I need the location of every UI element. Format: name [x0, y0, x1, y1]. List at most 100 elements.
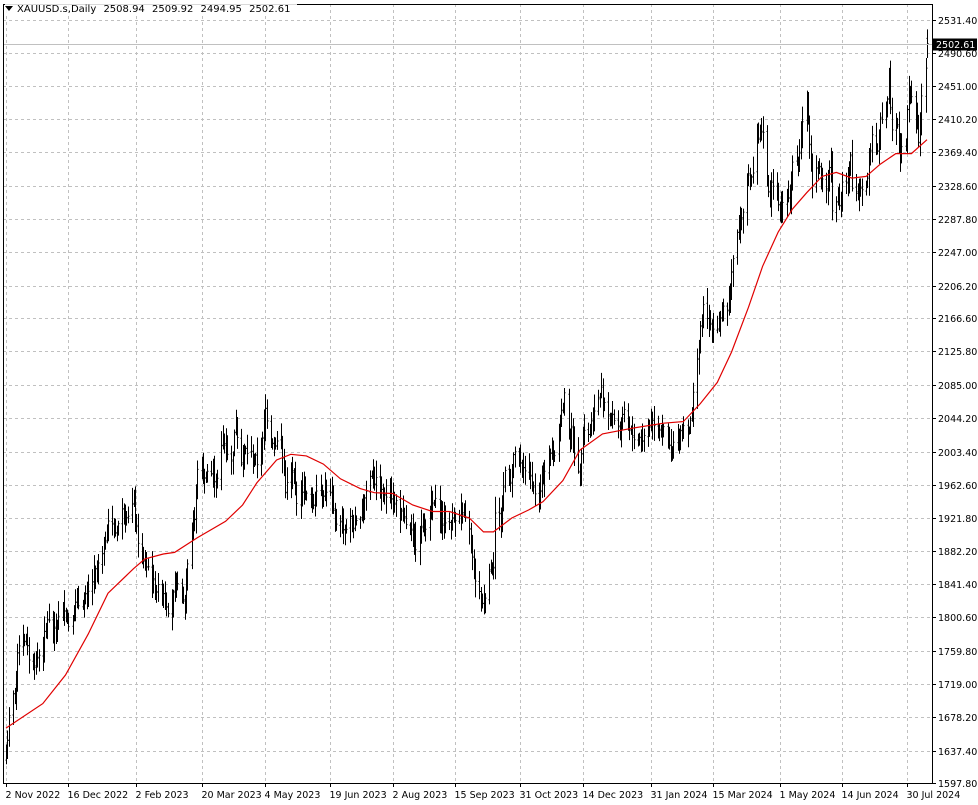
ohlc-bar	[689, 416, 692, 435]
ohlc-bar	[127, 506, 130, 524]
y-tick-label: 1841.40	[938, 580, 977, 591]
ohlc-bar	[125, 511, 128, 526]
x-tick-label: 2 Aug 2023	[393, 790, 448, 801]
ohlc-bar	[478, 571, 481, 600]
ohlc-bar	[114, 518, 117, 537]
ohlc-bar	[668, 426, 671, 450]
x-tick-label: 15 Sep 2023	[455, 790, 515, 801]
ohlc-bar	[6, 730, 9, 759]
ohlc-bar	[94, 565, 97, 590]
ohlc-bar	[920, 83, 923, 136]
ohlc-bar	[339, 515, 342, 538]
ohlc-bar	[223, 433, 226, 454]
ohlc-bar	[63, 590, 66, 626]
ohlc-bar	[48, 603, 51, 623]
ohlc-bar	[355, 515, 358, 526]
y-tick-label: 1921.80	[938, 514, 977, 525]
ohlc-bar	[84, 585, 87, 605]
ohlc-bar	[286, 467, 289, 500]
ohlc-bar	[825, 172, 828, 204]
ohlc-bar	[23, 633, 26, 647]
ohlc-bar	[46, 611, 49, 640]
y-tick-label: 2531.40	[938, 16, 977, 27]
ohlc-bar	[859, 178, 862, 197]
ohlc-bar	[849, 151, 852, 176]
ohlc-bar	[403, 507, 406, 524]
y-tick-label: 2410.20	[938, 115, 977, 126]
y-tick-label: 1800.60	[938, 613, 977, 624]
ohlc-bar	[230, 445, 233, 475]
ohlc-bar	[716, 315, 719, 334]
ohlc-bar	[543, 459, 546, 498]
high-value: 2509.92	[151, 4, 194, 15]
ohlc-bar	[352, 514, 355, 539]
ohlc-bar	[917, 114, 920, 148]
x-tick-label: 4 May 2023	[265, 790, 321, 801]
ohlc-bar	[808, 115, 811, 159]
x-tick-label: 2 Feb 2023	[136, 790, 189, 801]
ohlc-bar	[206, 464, 209, 483]
ohlc-bar	[896, 117, 899, 129]
x-tick-label: 31 Oct 2023	[520, 790, 579, 801]
y-tick-label: 1962.60	[938, 481, 977, 492]
ohlc-bar	[165, 592, 168, 617]
ohlc-bar	[176, 571, 179, 591]
ohlc-bar	[461, 502, 464, 524]
symbol-timeframe: XAUUSD.s,Daily	[17, 4, 97, 15]
ohlc-bar	[233, 429, 236, 457]
ohlc-bar	[405, 505, 408, 530]
ohlc-bar	[730, 259, 733, 301]
ohlc-bar	[699, 321, 702, 354]
ohlc-bars	[5, 29, 929, 765]
ohlc-bar	[732, 255, 735, 288]
ohlc-bar	[111, 505, 114, 536]
moving-average-line	[5, 139, 928, 729]
ohlc-bar	[736, 229, 739, 265]
ohlc-bar	[532, 481, 535, 495]
ohlc-bar	[383, 487, 386, 505]
ohlc-bar	[117, 520, 120, 536]
ohlc-bar	[740, 207, 743, 231]
ohlc-bar	[709, 310, 712, 331]
ohlc-bar	[742, 208, 745, 234]
ohlc-bar	[244, 445, 247, 455]
y-tick-label: 2328.60	[938, 182, 977, 193]
ohlc-bar	[256, 437, 259, 479]
menu-triangle-icon[interactable]	[5, 6, 13, 11]
ohlc-bar	[332, 485, 335, 515]
ohlc-bar	[145, 552, 148, 578]
ohlc-bar	[451, 503, 454, 531]
ohlc-bar	[33, 652, 36, 680]
ohlc-bar	[359, 516, 362, 529]
current-price-label: 2502.61	[936, 40, 975, 51]
ohlc-bar	[722, 298, 725, 322]
ohlc-bar	[706, 288, 709, 330]
ohlc-bar	[203, 468, 206, 494]
ohlc-bar	[26, 626, 29, 656]
y-tick-label: 2044.20	[938, 414, 977, 425]
ohlc-bar	[623, 401, 626, 423]
ohlc-bar	[910, 80, 913, 104]
ohlc-bar	[871, 125, 874, 163]
y-tick-label: 2166.60	[938, 314, 977, 325]
ohlc-bar	[424, 519, 427, 542]
ohlc-bar	[835, 196, 838, 223]
y-tick-label: 2003.40	[938, 448, 977, 459]
ohlc-bar	[342, 508, 345, 545]
ohlc-bar	[534, 473, 537, 506]
ohlc-bar	[375, 460, 378, 501]
ohlc-bar	[167, 602, 170, 618]
y-tick-label: 1719.00	[938, 680, 977, 691]
ohlc-bar	[12, 690, 15, 725]
x-tick-label: 16 Dec 2022	[68, 790, 129, 801]
ohlc-bar	[162, 583, 165, 608]
y-tick-label: 2247.00	[938, 248, 977, 259]
ohlc-bar	[53, 611, 56, 652]
ohlc-bar	[522, 452, 525, 484]
ohlc-bar	[210, 460, 213, 477]
close-value: 2502.61	[249, 4, 291, 15]
ohlc-bar	[621, 406, 624, 430]
ohlc-bar	[658, 423, 661, 442]
